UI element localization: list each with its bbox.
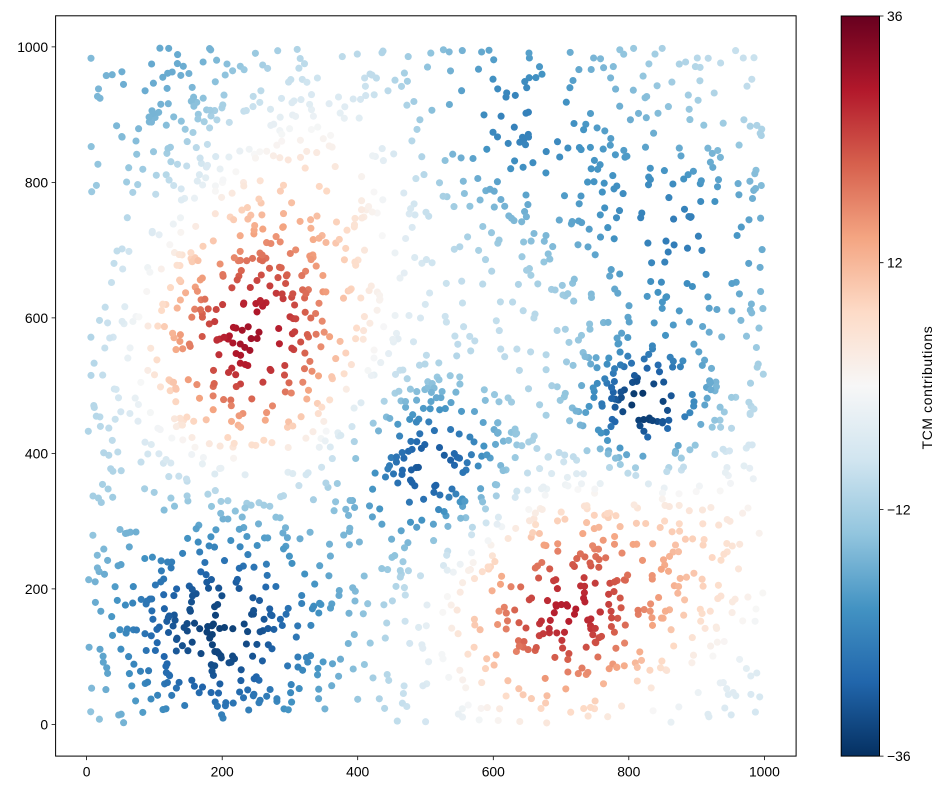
svg-text:200: 200 [211,763,234,779]
svg-text:200: 200 [25,581,48,597]
svg-text:1000: 1000 [749,763,780,779]
svg-text:12: 12 [887,255,903,271]
svg-text:800: 800 [617,763,640,779]
svg-text:0: 0 [40,716,48,732]
svg-text:1000: 1000 [17,39,48,55]
svg-text:−12: −12 [887,501,911,517]
svg-text:600: 600 [482,763,505,779]
svg-text:36: 36 [887,8,903,24]
svg-text:0: 0 [83,763,91,779]
svg-text:−36: −36 [887,748,911,764]
svg-text:TCM contributions: TCM contributions [919,326,935,450]
svg-text:400: 400 [346,763,369,779]
svg-text:600: 600 [25,310,48,326]
svg-text:400: 400 [25,445,48,461]
svg-text:800: 800 [25,174,48,190]
